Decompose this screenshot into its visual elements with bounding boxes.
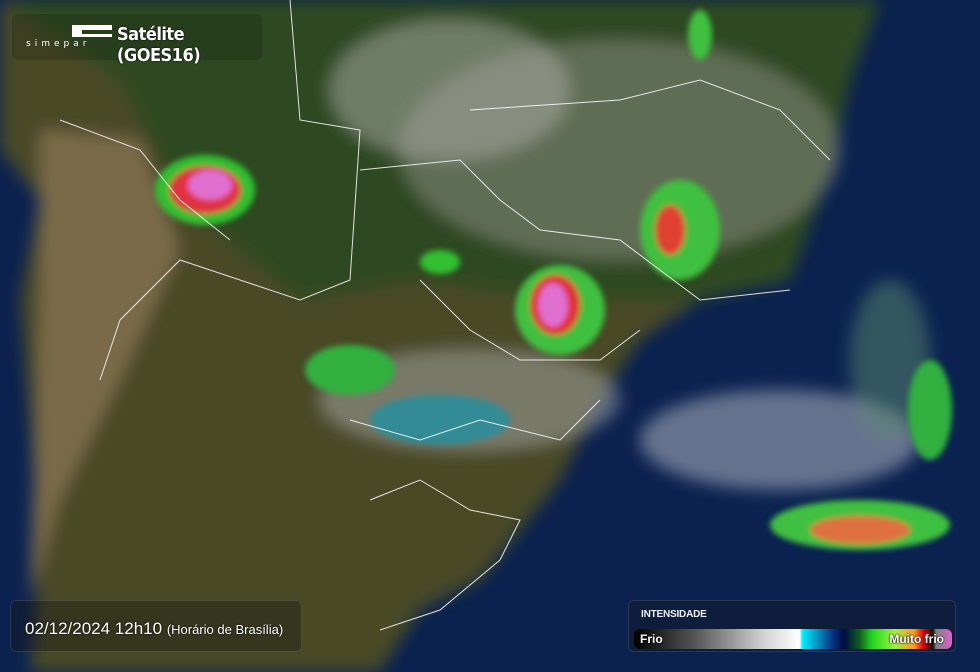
timestamp-panel: 02/12/2024 12h10 (Horário de Brasília): [10, 600, 302, 652]
legend-low-label: Frio: [640, 632, 663, 646]
color-scale-bar: Frio Muito frio: [634, 629, 952, 649]
legend-high-label: Muito frio: [889, 632, 944, 646]
timezone: (Horário de Brasília): [166, 622, 284, 637]
legend-panel: INTENSIDADE Frio Muito frio: [628, 600, 956, 652]
political-borders: [59, 0, 831, 631]
simepar-logo: simepar: [26, 25, 112, 48]
legend-title: INTENSIDADE: [641, 609, 707, 620]
datetime: 02/12/2024 12h10: [25, 619, 163, 638]
page-title: Satélite (GOES16): [117, 24, 201, 66]
svg-text:simepar: simepar: [26, 39, 90, 48]
title-panel: simepar Satélite (GOES16): [12, 14, 262, 66]
